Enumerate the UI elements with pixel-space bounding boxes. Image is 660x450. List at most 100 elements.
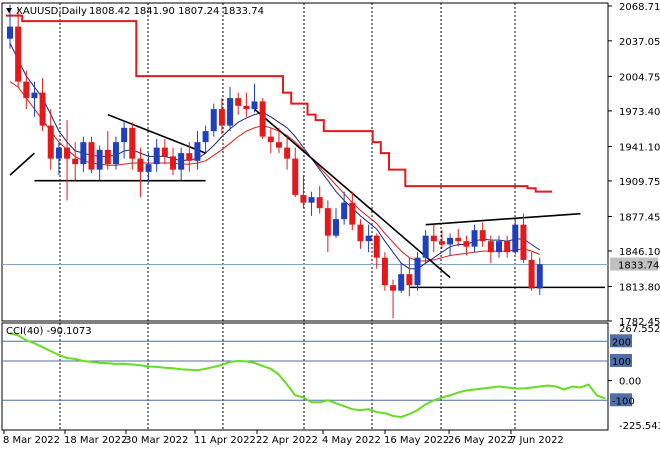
candle-body (512, 224, 519, 253)
cci-axis-label: 200 (612, 337, 631, 348)
time-axis-label: 26 May 2022 (448, 435, 513, 446)
price-axis-label: 1941.10 (619, 142, 660, 153)
candle-body (23, 81, 30, 99)
candle-body (227, 98, 234, 126)
cci-indicator-panel (1, 322, 609, 431)
candle-body (357, 224, 364, 242)
candle-body (463, 241, 470, 247)
candle-body (267, 136, 274, 143)
cci-level-badge (610, 334, 632, 348)
candle-body (96, 149, 103, 170)
time-axis-label: 11 Apr 2022 (194, 435, 256, 446)
cci-axis-label: 0.00 (619, 377, 641, 388)
candle-body (178, 153, 185, 170)
candle-body (170, 156, 176, 170)
candle-body (55, 147, 62, 159)
time-axis-label: 22 Apr 2022 (256, 435, 318, 446)
candle-body (15, 26, 22, 82)
candle-body (300, 194, 307, 203)
upper-channel-line (5, 14, 552, 193)
trend-line (9, 152, 35, 176)
candle-body (47, 125, 54, 159)
candle-body (243, 105, 250, 110)
candle-body (80, 142, 87, 165)
candle-body (333, 219, 339, 236)
time-axis-label: 16 May 2022 (384, 435, 449, 446)
candle-body (528, 259, 535, 289)
cci-axis-label: -225.5432 (619, 421, 660, 432)
price-axis-label: 1846.10 (619, 247, 660, 258)
candle-body (438, 241, 445, 245)
price-axis-label: 1813.80 (619, 283, 660, 294)
candle-body (104, 149, 111, 165)
price-axis-label: 2004.75 (619, 72, 660, 83)
candle-body (365, 235, 372, 242)
trend-line (425, 212, 581, 226)
candle-body (487, 241, 494, 253)
time-axis-label: 18 Mar 2022 (64, 435, 127, 446)
candle-body (430, 235, 437, 242)
last-price-label: 1833.74 (618, 261, 659, 272)
time-axis-label: 7 Jun 2022 (510, 435, 564, 446)
time-axis-label: 30 Mar 2022 (125, 435, 188, 446)
cci-title: CCI(40) -90.1073 (6, 326, 92, 337)
candle-body (112, 142, 119, 165)
collapse-arrow-icon[interactable] (6, 8, 12, 13)
candle-body (137, 158, 144, 172)
candle-body (218, 109, 225, 126)
candle-body (210, 109, 217, 132)
candle-body (479, 230, 486, 242)
last-price-badge (610, 257, 658, 271)
candle-body (31, 92, 38, 99)
candle-body (406, 274, 413, 286)
symbol-label: XAUUSD,Daily (16, 6, 87, 17)
cci-axis-label: -100 (612, 396, 635, 407)
cci-level-badge (610, 393, 632, 407)
candle-body (496, 241, 502, 253)
candle-body (292, 158, 299, 195)
candle-body (121, 127, 128, 143)
cci-axis-label: 267.5525 (619, 324, 660, 335)
candle-body (259, 101, 266, 137)
candle-body (153, 147, 160, 165)
cci-axis-label: 100 (612, 357, 631, 368)
candle-body (349, 202, 356, 225)
candle-body (308, 197, 315, 203)
candle-body (373, 235, 380, 258)
price-axis-label: 2037.05 (619, 37, 660, 48)
candle-body (88, 142, 95, 170)
candle-body (64, 147, 71, 159)
candle-body (447, 237, 454, 245)
time-axis-label: 4 May 2022 (322, 435, 381, 446)
ohlc-readout: 1808.42 1841.90 1807.24 1833.74 (89, 6, 264, 17)
cci-line (9, 332, 606, 419)
candle-body (194, 142, 201, 161)
candle-body (275, 142, 282, 148)
candle-body (341, 202, 348, 220)
candle-body (235, 98, 242, 106)
main-price-panel (1, 2, 609, 322)
candle-body (186, 153, 193, 161)
candle-body (398, 274, 405, 291)
candle-body (72, 158, 79, 165)
candle-body (414, 257, 421, 286)
candle-body (129, 127, 136, 159)
candle-body (324, 208, 331, 236)
candle-body (7, 26, 13, 39)
cci-level-badge (610, 353, 632, 367)
price-axis-label: 1877.45 (619, 212, 660, 223)
candle-body (145, 164, 152, 172)
price-axis-label: 1782.45 (619, 317, 660, 328)
candle-body (471, 230, 478, 247)
candle-body (161, 147, 168, 157)
price-axis-label: 1909.75 (619, 177, 660, 188)
candle-body (381, 257, 388, 286)
candle-body (536, 264, 543, 289)
candle-body (284, 147, 291, 159)
candle-body (316, 197, 323, 209)
candle-body (251, 101, 258, 110)
candle-body (520, 224, 527, 260)
candle-body (422, 235, 429, 258)
time-axis-label: 8 Mar 2022 (3, 435, 60, 446)
candle-body (455, 237, 462, 242)
